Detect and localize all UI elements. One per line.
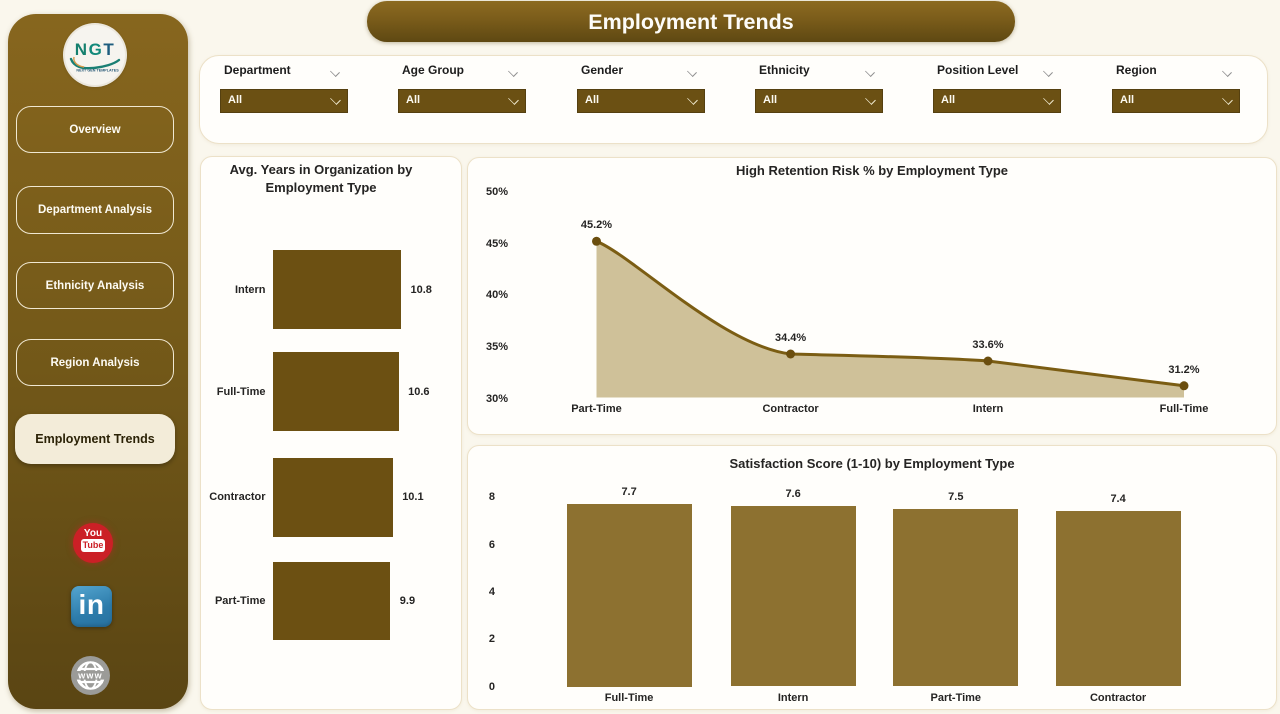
- svg-text:www: www: [77, 671, 103, 681]
